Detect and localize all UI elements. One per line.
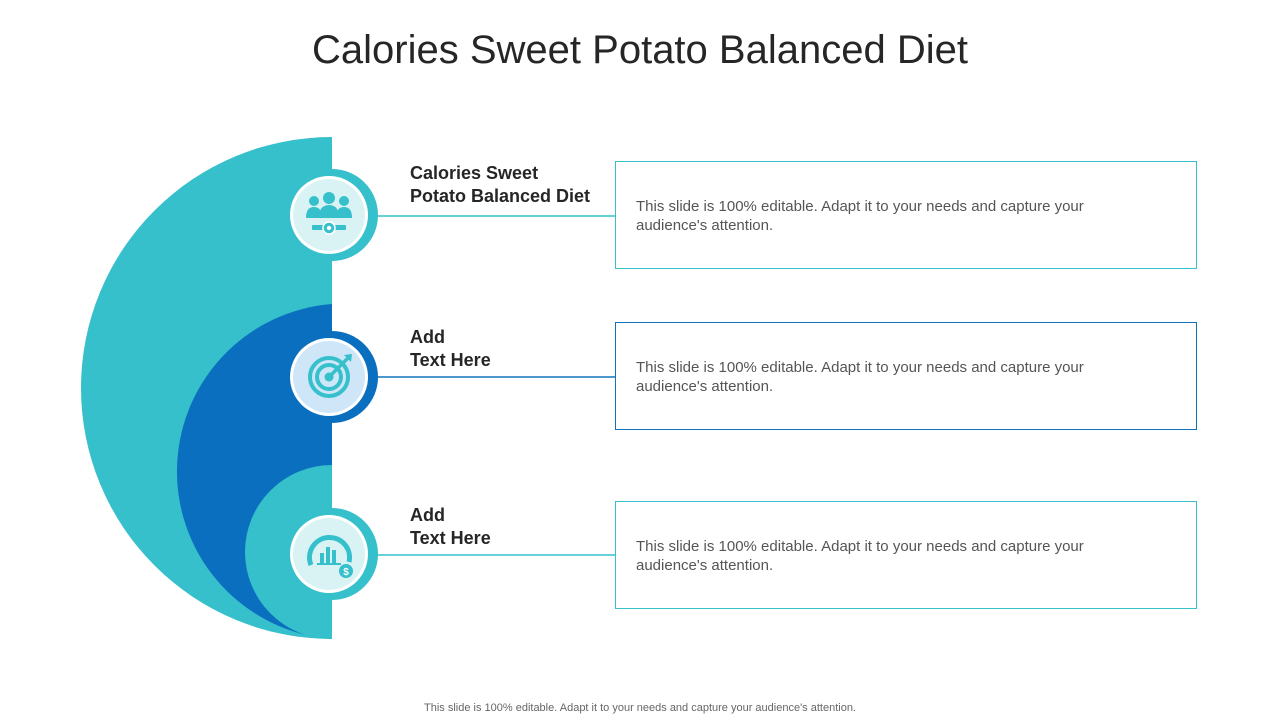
item-2-label: Add Text Here (410, 327, 491, 370)
icon-circle-2 (286, 331, 378, 423)
item-3-description: This slide is 100% editable. Adapt it to… (636, 538, 1084, 574)
svg-text:$: $ (343, 567, 349, 578)
icon-circle-1 (286, 169, 378, 261)
slide-title: Calories Sweet Potato Balanced Diet (312, 28, 968, 72)
dollar-chart-icon: $ (307, 534, 353, 578)
item-1-description: This slide is 100% editable. Adapt it to… (636, 198, 1084, 234)
item-3-description-box: This slide is 100% editable. Adapt it to… (615, 501, 1197, 609)
slide-footer: This slide is 100% editable. Adapt it to… (424, 702, 856, 714)
item-2-description-box: This slide is 100% editable. Adapt it to… (615, 322, 1197, 430)
target-icon (308, 354, 352, 398)
item-1-label: Calories Sweet Potato Balanced Diet (410, 163, 591, 206)
item-1-description-box: This slide is 100% editable. Adapt it to… (615, 161, 1197, 269)
icon-circle-3: $ (286, 508, 378, 600)
item-3-label: Add Text Here (410, 505, 491, 548)
item-2-description: This slide is 100% editable. Adapt it to… (636, 359, 1084, 395)
team-award-icon (306, 192, 352, 235)
